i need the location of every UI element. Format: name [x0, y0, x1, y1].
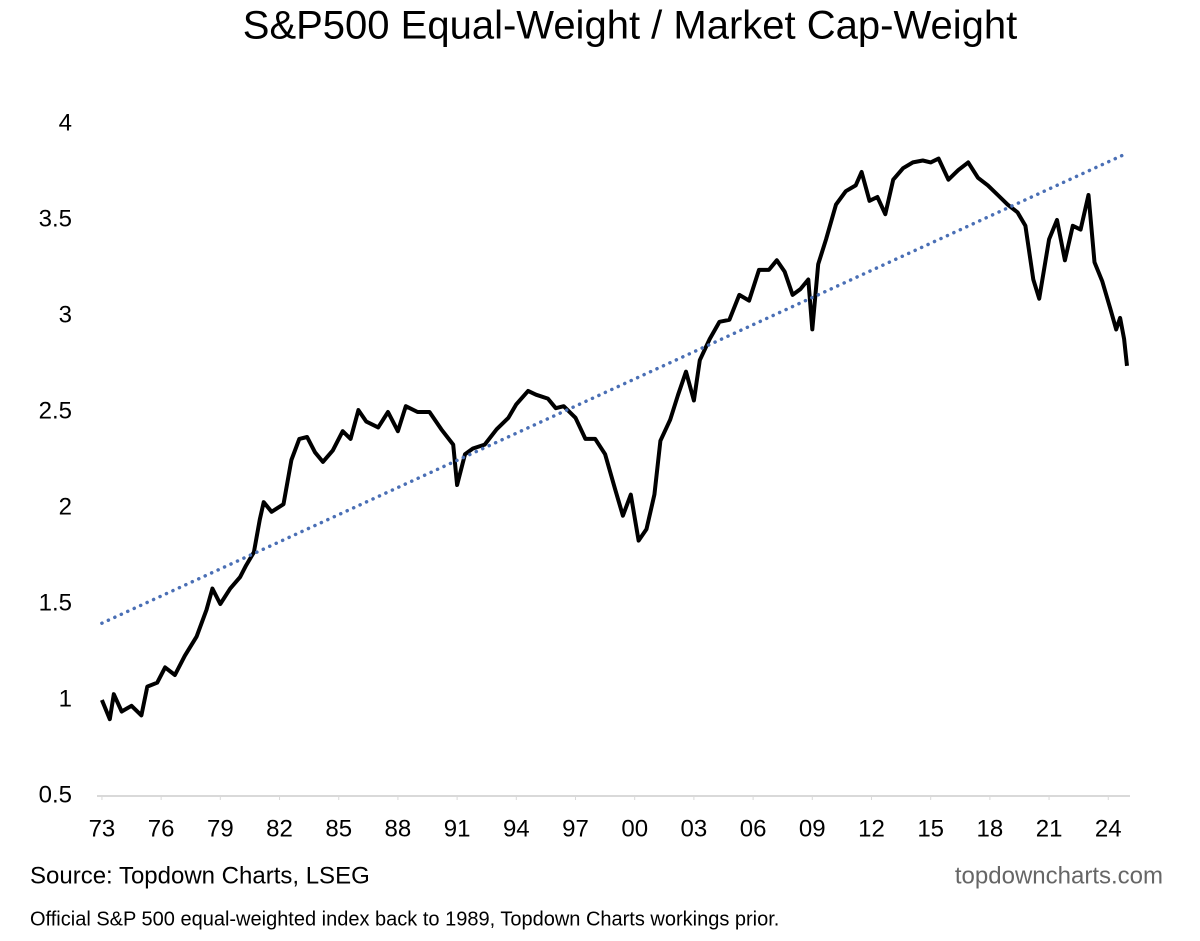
x-tick-label: 97: [562, 815, 589, 842]
x-tick-label: 24: [1095, 815, 1122, 842]
x-tick-label: 79: [207, 815, 234, 842]
watermark: topdowncharts.com: [955, 862, 1163, 889]
x-tick-label: 18: [977, 815, 1004, 842]
note: Official S&P 500 equal-weighted index ba…: [30, 908, 779, 930]
chart-title: S&P500 Equal-Weight / Market Cap-Weight: [243, 4, 1017, 48]
x-tick-label: 82: [266, 815, 293, 842]
y-tick-label: 4: [59, 109, 72, 136]
y-tick-label: 2.5: [39, 397, 72, 424]
x-tick-label: 21: [1036, 815, 1063, 842]
x-tick-label: 00: [621, 815, 648, 842]
x-tick-label: 12: [858, 815, 885, 842]
x-tick-label: 15: [917, 815, 944, 842]
source: Source: Topdown Charts, LSEG: [30, 862, 370, 889]
y-tick-label: 3: [59, 301, 72, 328]
x-tick-label: 85: [325, 815, 352, 842]
y-tick-label: 2: [59, 493, 72, 520]
x-tick-label: 73: [89, 815, 116, 842]
x-tick-label: 06: [740, 815, 767, 842]
x-tick-label: 88: [385, 815, 412, 842]
data-line: [100, 156, 1129, 722]
x-tick-label: 03: [681, 815, 708, 842]
y-tick-label: 0.5: [39, 781, 72, 808]
x-tick-label: 76: [148, 815, 175, 842]
y-tick-label: 1.5: [39, 589, 72, 616]
x-tick-label: 94: [503, 815, 530, 842]
trend-line: [100, 151, 1130, 625]
y-tick-label: 3.5: [39, 205, 72, 232]
x-tick-label: 09: [799, 815, 826, 842]
y-tick-label: 1: [59, 685, 72, 712]
x-tick-label: 91: [444, 815, 471, 842]
